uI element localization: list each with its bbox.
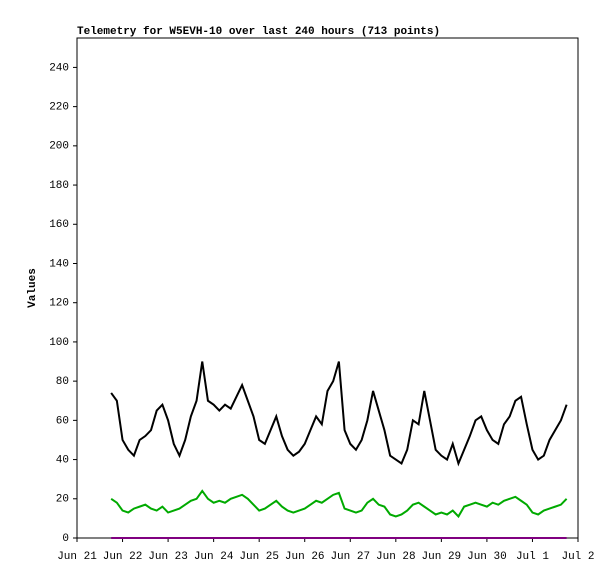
y-axis-label: Values [27, 268, 39, 308]
y-tick-label: 180 [49, 180, 69, 192]
x-tick-label: Jun 23 [148, 551, 188, 563]
y-tick-label: 0 [62, 533, 69, 545]
x-tick-label: Jun 27 [330, 551, 370, 563]
x-tick-label: Jul 2 [561, 551, 594, 563]
y-tick-label: 80 [56, 376, 69, 388]
y-tick-label: 160 [49, 219, 69, 231]
y-tick-label: 220 [49, 102, 69, 114]
y-tick-label: 140 [49, 258, 69, 270]
chart-title: Telemetry for W5EVH-10 over last 240 hou… [77, 26, 440, 38]
series-line [110, 361, 568, 467]
y-tick-label: 200 [49, 141, 69, 153]
y-tick-label: 120 [49, 298, 69, 310]
x-tick-label: Jun 29 [422, 551, 462, 563]
y-tick-label: 40 [56, 454, 69, 466]
x-tick-label: Jun 26 [285, 551, 325, 563]
x-tick-label: Jun 21 [57, 551, 97, 563]
y-tick-label: 240 [49, 62, 69, 74]
x-tick-label: Jun 28 [376, 551, 416, 563]
x-tick-label: Jul 1 [516, 551, 549, 563]
series-line [110, 489, 568, 519]
plot-frame [76, 37, 579, 539]
y-tick-label: 20 [56, 494, 69, 506]
x-tick-label: Jun 24 [194, 551, 234, 563]
x-tick-label: Jun 22 [103, 551, 143, 563]
x-tick-label: Jun 25 [239, 551, 279, 563]
y-tick-label: 60 [56, 415, 69, 427]
y-tick-label: 100 [49, 337, 69, 349]
x-tick-label: Jun 30 [467, 551, 507, 563]
